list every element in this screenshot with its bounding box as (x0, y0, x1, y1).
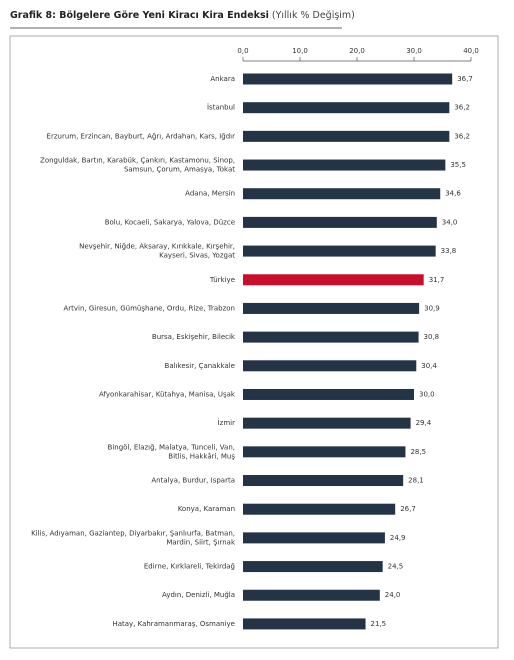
x-tick-label: 30,0 (406, 47, 422, 55)
y-tick-label: Artvin, Giresun, Gümüşhane, Ordu, Rize, … (63, 304, 235, 312)
bar (243, 417, 411, 429)
bar (243, 302, 420, 314)
y-tick-label: Afyonkarahisar, Kütahya, Manisa, Uşak (99, 390, 236, 398)
bar (243, 618, 366, 630)
y-tick-label: Kilis, Adıyaman, Gaziantep, Diyarbakır, … (31, 529, 236, 546)
bar (243, 102, 450, 114)
bar (243, 388, 414, 400)
y-tick-label: Türkiye (209, 276, 235, 284)
x-tick-label: 10,0 (292, 47, 308, 55)
value-label: 24,0 (385, 591, 401, 599)
value-label: 31,7 (429, 276, 445, 284)
bar (243, 188, 441, 200)
bar (243, 331, 419, 343)
value-label: 29,4 (416, 419, 432, 427)
y-tick-label: Hatay, Kahramanmaraş, Osmaniye (112, 620, 235, 628)
y-tick-label: İzmir (218, 418, 236, 427)
y-tick-label: İstanbul (207, 103, 235, 112)
chart-subtitle: (Yıllık % Değişim) (272, 10, 355, 21)
bar (243, 532, 385, 544)
x-tick-label: 0,0 (237, 47, 248, 55)
value-label: 34,0 (442, 218, 458, 226)
value-label: 26,7 (400, 505, 416, 513)
bar (243, 130, 450, 142)
y-tick-label: Zonguldak, Bartın, Karabük, Çankırı, Kas… (40, 157, 235, 174)
value-label: 36,2 (454, 104, 470, 112)
value-label: 30,8 (424, 333, 440, 341)
value-label: 36,2 (454, 132, 470, 140)
bar (243, 159, 446, 171)
y-tick-label: Antalya, Burdur, Isparta (151, 477, 235, 485)
y-tick-label: Bingöl, Elazığ, Malatya, Tunceli, Van, Bi… (108, 443, 236, 460)
chart-title: Grafik 8: Bölgelere Göre Yeni Kiracı Kir… (10, 10, 269, 21)
value-label: 28,5 (410, 448, 426, 456)
value-label: 33,8 (441, 247, 457, 255)
y-tick-label: Aydın, Denizli, Muğla (162, 591, 235, 599)
chart-frame (9, 35, 499, 649)
bar (243, 274, 424, 286)
bar (243, 475, 404, 487)
y-tick-label: Erzurum, Erzincan, Bayburt, Ağrı, Ardaha… (47, 132, 236, 140)
bar (243, 503, 396, 515)
value-label: 35,5 (450, 161, 466, 169)
value-label: 24,9 (390, 534, 406, 542)
value-label: 30,4 (421, 362, 437, 370)
bar (243, 360, 417, 372)
bar (243, 216, 437, 228)
y-tick-label: Bolu, Kocaeli, Sakarya, Yalova, Düzce (105, 218, 235, 226)
bar (243, 73, 453, 85)
value-label: 21,5 (371, 620, 387, 628)
y-tick-label: Bursa, Eskişehir, Bilecik (152, 333, 236, 341)
chart-title-line: Grafik 8: Bölgelere Göre Yeni Kiracı Kir… (10, 10, 355, 21)
value-label: 34,6 (445, 190, 461, 198)
x-tick-label: 20,0 (349, 47, 365, 55)
value-label: 28,1 (408, 477, 424, 485)
value-label: 24,5 (388, 563, 404, 571)
bar (243, 589, 380, 601)
value-label: 36,7 (457, 75, 473, 83)
bar (243, 446, 406, 458)
y-tick-label: Nevşehir, Niğde, Aksaray, Kırıkkale, Kır… (79, 243, 235, 260)
y-tick-label: Ankara (210, 75, 235, 83)
y-tick-label: Edirne, Kırklareli, Tekirdağ (144, 563, 235, 571)
value-label: 30,0 (419, 390, 435, 398)
y-tick-label: Konya, Karaman (178, 505, 235, 513)
bar (243, 245, 436, 257)
x-tick-label: 40,0 (463, 47, 479, 55)
value-label: 30,9 (424, 304, 440, 312)
y-tick-label: Balıkesir, Çanakkale (165, 362, 235, 370)
bar (243, 561, 383, 573)
y-tick-label: Adana, Mersin (185, 190, 235, 198)
